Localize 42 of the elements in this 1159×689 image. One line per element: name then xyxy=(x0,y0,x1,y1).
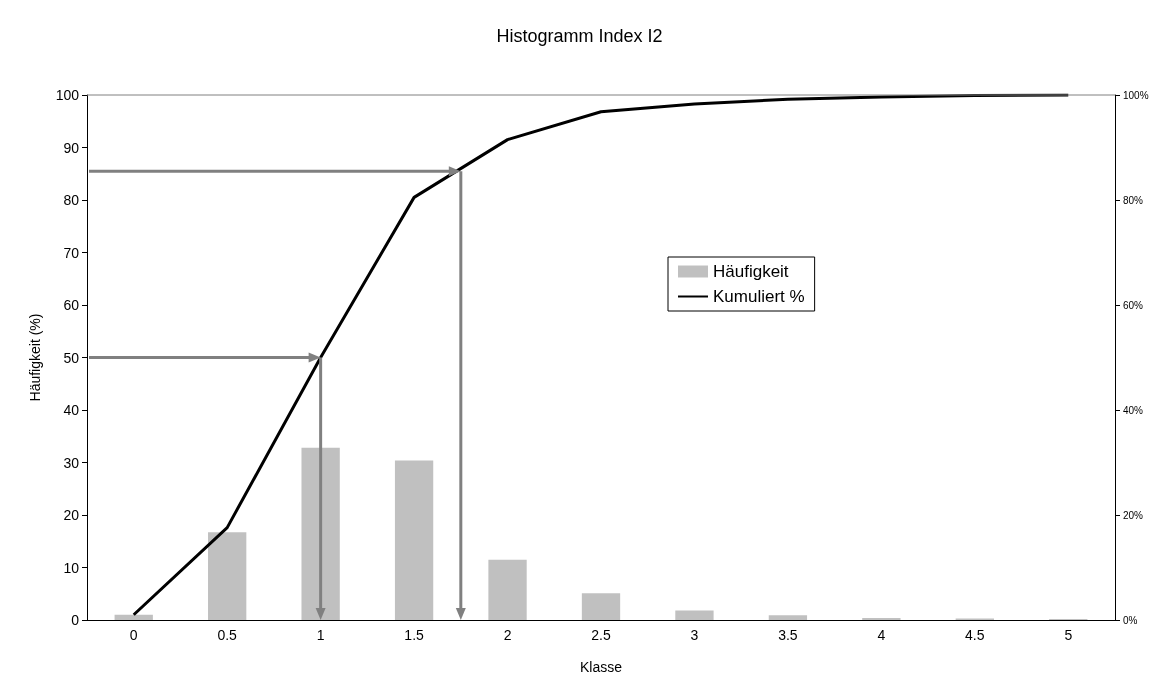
y2-tick-label: 80% xyxy=(1123,194,1144,206)
y-tick-label: 90 xyxy=(63,139,80,156)
bar xyxy=(768,615,808,620)
y-tick-label: 20 xyxy=(63,507,80,523)
y-tick-label: 100 xyxy=(55,87,80,103)
bar xyxy=(862,617,901,620)
bar xyxy=(301,447,340,620)
x-axis-title: Klasse xyxy=(579,659,623,675)
y2-tick-label: 20% xyxy=(1123,509,1144,521)
x-tick-label: 0 xyxy=(129,627,138,643)
y-tick-label: 70 xyxy=(63,244,80,261)
y-axis-title: Häufigkeit (%) xyxy=(27,313,43,402)
bar xyxy=(394,460,434,620)
bar xyxy=(208,532,247,620)
x-tick-label: 0.5 xyxy=(217,627,238,643)
chart-title: Histogramm Index I2 xyxy=(496,26,663,46)
y2-tick-label: 60% xyxy=(1123,299,1144,311)
bar xyxy=(114,614,153,620)
y-tick-label: 60 xyxy=(63,297,80,313)
x-tick-label: 3 xyxy=(690,627,699,643)
x-tick-label: 2.5 xyxy=(591,627,611,643)
legend-label: Kumuliert % xyxy=(713,287,805,306)
bar xyxy=(581,593,621,620)
x-tick-label: 1 xyxy=(316,627,325,643)
x-tick-label: 4 xyxy=(877,627,886,643)
y-tick-label: 0 xyxy=(71,612,80,628)
x-tick-label: 5 xyxy=(1064,627,1073,643)
x-tick-label: 4.5 xyxy=(965,627,985,643)
y2-tick-label: 100% xyxy=(1123,89,1149,101)
bar xyxy=(488,559,527,620)
y-tick-label: 30 xyxy=(63,454,80,471)
y2-tick-label: 40% xyxy=(1123,404,1144,416)
bar xyxy=(675,610,714,620)
x-tick-label: 1.5 xyxy=(404,627,425,643)
y2-tick-label: 0% xyxy=(1123,614,1138,626)
y-tick-label: 40 xyxy=(63,402,80,418)
x-tick-label: 2 xyxy=(503,627,512,643)
x-tick-label: 3.5 xyxy=(778,627,798,643)
legend-label: Häufigkeit xyxy=(713,262,789,281)
y-tick-label: 10 xyxy=(63,559,80,576)
y-tick-label: 50 xyxy=(63,349,80,366)
y-tick-label: 80 xyxy=(63,192,80,208)
